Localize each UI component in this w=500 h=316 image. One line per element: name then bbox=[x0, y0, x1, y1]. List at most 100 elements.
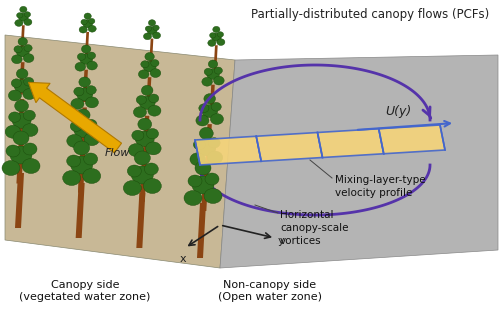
Ellipse shape bbox=[134, 107, 146, 118]
Ellipse shape bbox=[70, 156, 92, 174]
Ellipse shape bbox=[188, 175, 202, 187]
Text: U(y): U(y) bbox=[385, 105, 411, 118]
Polygon shape bbox=[140, 155, 147, 202]
Ellipse shape bbox=[208, 40, 216, 46]
Polygon shape bbox=[5, 35, 235, 268]
Ellipse shape bbox=[184, 191, 202, 205]
Ellipse shape bbox=[6, 145, 20, 157]
Ellipse shape bbox=[146, 142, 161, 155]
Ellipse shape bbox=[24, 54, 34, 63]
Ellipse shape bbox=[136, 131, 154, 147]
Ellipse shape bbox=[74, 141, 90, 155]
Ellipse shape bbox=[24, 77, 34, 86]
Ellipse shape bbox=[74, 87, 84, 96]
Ellipse shape bbox=[23, 88, 36, 100]
Ellipse shape bbox=[18, 38, 28, 46]
Ellipse shape bbox=[14, 46, 22, 53]
Ellipse shape bbox=[152, 32, 160, 39]
Ellipse shape bbox=[204, 68, 212, 75]
Polygon shape bbox=[197, 203, 206, 258]
Ellipse shape bbox=[5, 125, 20, 138]
Ellipse shape bbox=[144, 179, 162, 193]
Ellipse shape bbox=[132, 166, 154, 184]
Ellipse shape bbox=[74, 122, 92, 137]
Ellipse shape bbox=[145, 52, 154, 61]
Ellipse shape bbox=[71, 98, 84, 109]
Ellipse shape bbox=[147, 27, 157, 34]
Polygon shape bbox=[16, 136, 24, 184]
Ellipse shape bbox=[12, 55, 22, 64]
Polygon shape bbox=[82, 70, 88, 102]
Ellipse shape bbox=[143, 61, 156, 72]
Ellipse shape bbox=[8, 90, 22, 101]
Ellipse shape bbox=[195, 161, 211, 175]
Ellipse shape bbox=[192, 176, 214, 194]
Ellipse shape bbox=[132, 130, 144, 141]
Ellipse shape bbox=[124, 180, 142, 196]
Polygon shape bbox=[201, 164, 209, 211]
Polygon shape bbox=[80, 107, 87, 147]
Ellipse shape bbox=[217, 39, 225, 46]
Text: Horizontal
canopy-scale
vortices: Horizontal canopy-scale vortices bbox=[280, 210, 348, 246]
Polygon shape bbox=[379, 125, 445, 154]
Polygon shape bbox=[214, 45, 218, 70]
Polygon shape bbox=[206, 124, 212, 164]
Ellipse shape bbox=[200, 127, 213, 139]
Polygon shape bbox=[143, 116, 150, 156]
Ellipse shape bbox=[148, 20, 156, 26]
Ellipse shape bbox=[207, 151, 222, 164]
Polygon shape bbox=[15, 173, 24, 228]
Ellipse shape bbox=[12, 79, 22, 88]
Ellipse shape bbox=[15, 20, 23, 26]
Ellipse shape bbox=[210, 114, 224, 125]
Polygon shape bbox=[256, 132, 322, 161]
Text: Non-canopy side
(Open water zone): Non-canopy side (Open water zone) bbox=[218, 280, 322, 302]
Ellipse shape bbox=[139, 96, 155, 109]
Ellipse shape bbox=[14, 80, 30, 93]
Ellipse shape bbox=[214, 67, 222, 74]
Ellipse shape bbox=[14, 100, 28, 112]
Ellipse shape bbox=[22, 159, 40, 173]
Ellipse shape bbox=[84, 13, 92, 19]
Ellipse shape bbox=[205, 173, 219, 185]
Ellipse shape bbox=[199, 104, 209, 112]
Polygon shape bbox=[146, 77, 152, 110]
Ellipse shape bbox=[76, 88, 92, 101]
FancyArrow shape bbox=[28, 82, 122, 153]
Ellipse shape bbox=[144, 33, 152, 40]
Ellipse shape bbox=[22, 124, 38, 137]
Ellipse shape bbox=[80, 54, 92, 64]
Ellipse shape bbox=[2, 161, 20, 175]
Ellipse shape bbox=[84, 153, 98, 165]
Polygon shape bbox=[20, 25, 24, 50]
Ellipse shape bbox=[146, 129, 158, 139]
Ellipse shape bbox=[128, 165, 141, 177]
Polygon shape bbox=[150, 39, 154, 63]
Ellipse shape bbox=[88, 18, 95, 24]
Ellipse shape bbox=[88, 52, 96, 59]
Polygon shape bbox=[318, 129, 384, 157]
Ellipse shape bbox=[67, 134, 82, 147]
Ellipse shape bbox=[136, 95, 146, 104]
Ellipse shape bbox=[16, 13, 23, 18]
Ellipse shape bbox=[87, 61, 98, 70]
Ellipse shape bbox=[16, 46, 29, 57]
Ellipse shape bbox=[70, 121, 82, 131]
Ellipse shape bbox=[20, 6, 27, 13]
Ellipse shape bbox=[66, 155, 80, 167]
Ellipse shape bbox=[208, 138, 220, 148]
Polygon shape bbox=[220, 55, 498, 268]
Ellipse shape bbox=[141, 61, 149, 68]
Polygon shape bbox=[19, 62, 24, 94]
Ellipse shape bbox=[12, 113, 31, 128]
Polygon shape bbox=[195, 136, 261, 165]
Ellipse shape bbox=[213, 26, 220, 33]
Ellipse shape bbox=[79, 26, 87, 33]
Ellipse shape bbox=[142, 85, 153, 95]
Ellipse shape bbox=[150, 69, 161, 77]
Ellipse shape bbox=[212, 33, 222, 41]
Ellipse shape bbox=[148, 94, 159, 103]
Ellipse shape bbox=[194, 139, 205, 150]
Ellipse shape bbox=[13, 131, 29, 145]
Ellipse shape bbox=[18, 13, 28, 21]
